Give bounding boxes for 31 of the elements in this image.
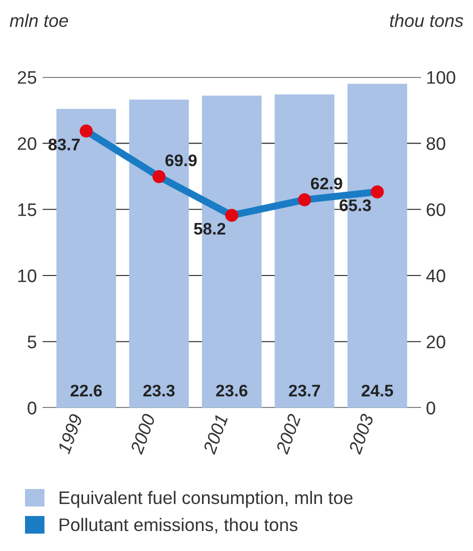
y2-tick-label: 0 — [426, 402, 436, 414]
y-axis-title: mln toe — [10, 14, 68, 28]
x-tick-label: 2003 — [348, 412, 374, 455]
legend-label: Pollutant emissions, thou tons — [60, 518, 298, 534]
y-tick-label: 25 — [18, 71, 36, 84]
x-tick-label: 2002 — [275, 413, 302, 455]
y-tick-label: 0 — [28, 402, 36, 414]
y-tick-label: 5 — [28, 336, 36, 348]
y-tick-label: 10 — [18, 269, 36, 282]
y2-tick-label: 80 — [426, 137, 446, 150]
y-tick-label: 15 — [18, 204, 36, 216]
data-label: 62.9 — [310, 178, 342, 190]
y2-axis-title: thou tons — [390, 14, 464, 28]
y2-tick-label: 100 — [427, 71, 456, 84]
data-label: 22.6 — [70, 384, 102, 397]
legend-label: Equivalent fuel consumption, mln toe — [60, 490, 352, 508]
x-tick-label: 2001 — [202, 414, 228, 455]
data-label: 65.3 — [340, 199, 371, 212]
data-label: 69.9 — [165, 154, 197, 166]
x-tick-label: 2000 — [130, 412, 156, 455]
data-label: 24.5 — [362, 384, 394, 397]
y2-tick-label: 20 — [426, 336, 446, 348]
y2-tick-label: 60 — [426, 203, 446, 216]
data-label: 83.7 — [48, 138, 80, 150]
data-label: 23.6 — [216, 384, 248, 397]
data-label: 23.3 — [143, 384, 175, 397]
x-tick-label: 1999 — [57, 413, 83, 454]
data-label: 58.2 — [194, 222, 226, 235]
data-label: 23.7 — [288, 384, 320, 397]
y2-tick-label: 40 — [426, 269, 446, 282]
y-tick-label: 20 — [18, 137, 36, 150]
